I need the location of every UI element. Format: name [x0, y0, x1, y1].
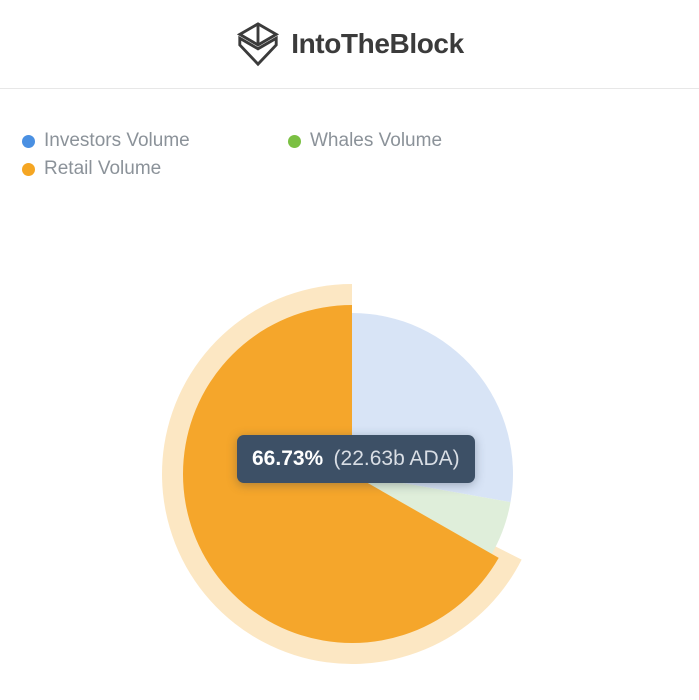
legend-label: Whales Volume: [310, 130, 443, 151]
legend-item-whales-volume[interactable]: Whales Volume: [288, 129, 442, 153]
legend-label: Investors Volume: [44, 130, 190, 151]
brand: IntoTheBlock: [235, 21, 464, 67]
pie-slice-whales-volume[interactable]: [352, 474, 511, 554]
legend-label: Retail Volume: [44, 158, 162, 179]
legend-item-investors-volume[interactable]: Investors Volume: [22, 129, 190, 153]
brand-name: IntoTheBlock: [291, 28, 464, 59]
header-divider: [0, 88, 699, 89]
legend-dot-whales-icon: [288, 134, 301, 148]
pie-slice-investors-volume[interactable]: [352, 313, 513, 503]
legend-item-retail-volume[interactable]: Retail Volume: [22, 157, 161, 181]
intotheblock-logo-icon: [237, 22, 280, 67]
legend-dot-retail-icon: [22, 162, 35, 176]
app-header: IntoTheBlock: [0, 0, 699, 88]
legend-dot-investors-icon: [22, 134, 35, 148]
